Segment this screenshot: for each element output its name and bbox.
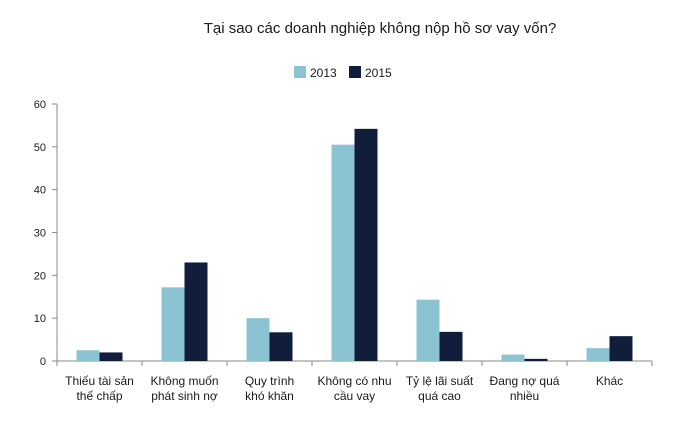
x-category-label-0-1: thế chấp [76,389,122,403]
bar-2015-3 [354,128,378,361]
bar-2015-1 [184,262,208,361]
x-category-label-6-0: Khác [596,374,623,388]
x-category-label-4-0: Tỷ lệ lãi suất [406,374,474,388]
x-category-label-4-1: quá cao [418,389,461,403]
bar-2015-5 [524,358,548,361]
bar-2013-5 [501,354,525,361]
y-tick-label-50: 50 [34,142,46,154]
y-tick-label-60: 60 [34,99,46,111]
x-category-label-5-1: nhiều [510,389,539,403]
bar-2013-4 [416,299,440,361]
y-tick-label-10: 10 [34,313,46,325]
legend-label-2015: 2015 [365,66,392,80]
x-category-label-0-0: Thiếu tài sản [65,374,134,388]
bar-2013-1 [161,287,185,361]
x-category-label-2-1: khó khăn [245,389,294,403]
chart-title: Tại sao các doanh nghiệp không nộp hồ sơ… [204,20,557,37]
y-tick-label-30: 30 [34,228,46,240]
x-category-label-5-0: Đang nợ quá [490,374,560,388]
bar-2013-6 [586,348,610,361]
y-tick-label-40: 40 [34,185,46,197]
legend-swatch-2013 [294,66,306,78]
bar-2013-0 [76,350,100,361]
legend: 2013 2015 [294,66,392,80]
bar-2013-3 [331,144,355,361]
y-tick-label-20: 20 [34,270,46,282]
x-category-label-1-0: Không muốn [150,374,218,388]
x-category-label-3-1: cầu vay [334,389,375,403]
x-category-label-2-0: Quy trình [245,374,294,388]
bar-2015-2 [269,332,293,361]
legend-swatch-2015 [349,66,361,78]
bar-2015-0 [99,352,123,361]
bar-2015-6 [609,336,633,361]
x-category-label-1-1: phát sinh nợ [151,389,218,403]
bar-2015-4 [439,331,463,361]
legend-label-2013: 2013 [310,66,337,80]
x-category-label-3-0: Không có nhu [317,374,391,388]
bar-2013-2 [246,318,270,361]
y-tick-label-0: 0 [40,356,46,368]
